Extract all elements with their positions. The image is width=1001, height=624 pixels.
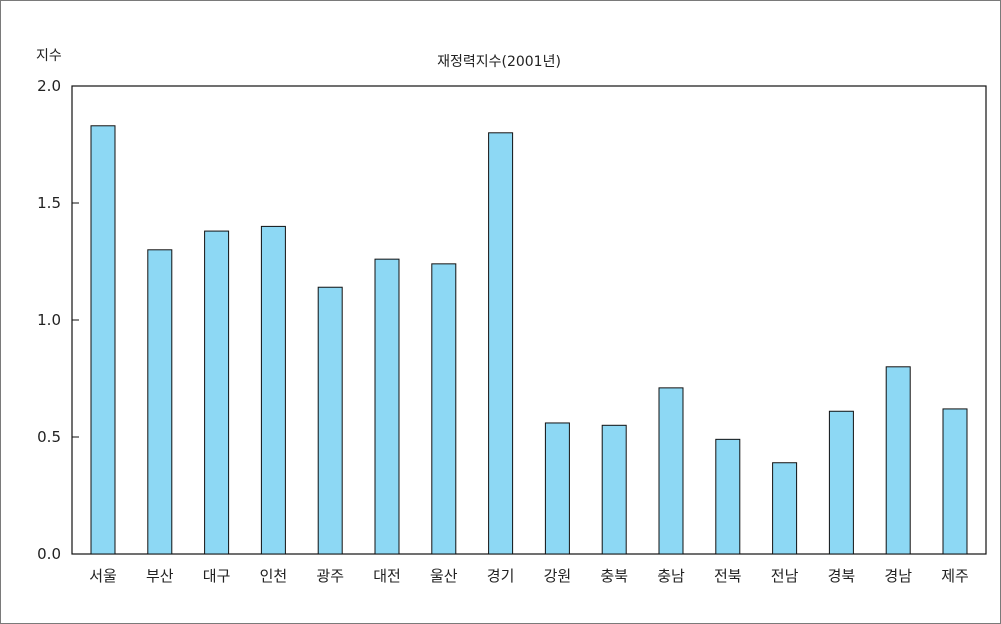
x-tick-label: 충남 [657,567,685,585]
x-tick-label: 경북 [828,567,856,585]
chart-title: 재정력지수(2001년) [437,54,561,70]
x-tick-label: 충북 [600,567,628,585]
y-axis-label: 지수 [36,48,62,64]
x-tick-label: 대전 [373,567,401,585]
bar [204,230,230,555]
bar [147,249,173,555]
x-tick-label: 광주 [316,567,344,585]
bar [317,286,343,555]
bar [488,132,514,555]
y-tick-label: 1.0 [37,311,61,329]
bar [431,263,457,555]
x-axis: 서울 부산 대구 인천 광주 대전 울산 경기 강원 충북 충남 전북 전남 경북 경남 제주 [89,567,969,585]
bar [544,422,570,555]
bar [715,438,741,555]
bar [828,410,854,555]
bar [658,387,684,555]
x-tick-label: 대구 [203,567,231,585]
bar [260,225,286,555]
bar [90,125,116,555]
x-tick-label: 강원 [544,567,572,585]
x-tick-label: 서울 [89,567,117,585]
bar [885,366,911,555]
x-tick-label: 경기 [487,567,515,585]
x-tick-label: 울산 [430,567,458,585]
x-tick-label: 전남 [771,567,799,585]
y-tick-label: 1.5 [37,194,61,212]
x-tick-label: 부산 [146,567,174,585]
bar [601,424,627,555]
bars-group [90,125,968,555]
y-tick-label: 0.5 [37,428,61,446]
y-axis: 0.0 0.5 1.0 1.5 2.0 [37,77,79,563]
bar [772,462,798,555]
y-tick-label: 2.0 [37,77,61,95]
y-tick-label: 0.0 [37,545,61,563]
x-tick-label: 경남 [884,567,912,585]
x-tick-label: 제주 [941,567,969,585]
x-tick-label: 전북 [714,567,742,585]
bar [374,258,400,555]
bar [942,408,968,555]
x-tick-label: 인천 [260,567,288,585]
